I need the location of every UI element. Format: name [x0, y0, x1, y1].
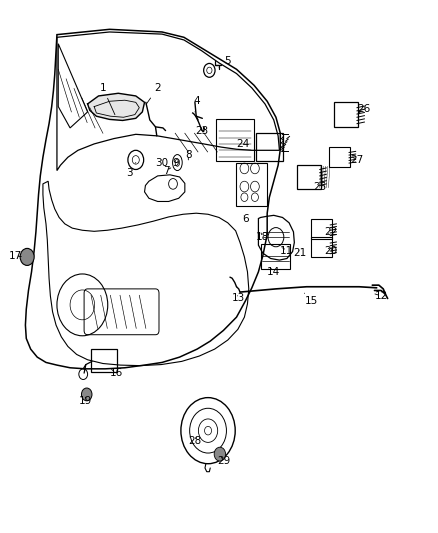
Text: 1: 1 — [99, 83, 115, 115]
Text: 13: 13 — [232, 294, 245, 303]
Text: 2: 2 — [146, 83, 161, 104]
Text: 14: 14 — [267, 267, 280, 277]
Text: 15: 15 — [304, 293, 318, 306]
Text: 21: 21 — [293, 248, 307, 258]
Text: 9: 9 — [172, 158, 179, 167]
Text: 20: 20 — [324, 246, 337, 255]
Text: 26: 26 — [357, 104, 370, 114]
Text: 3: 3 — [126, 163, 136, 178]
Text: 18: 18 — [256, 232, 269, 242]
Circle shape — [20, 248, 34, 265]
Text: 4: 4 — [194, 96, 201, 112]
Text: 22: 22 — [324, 227, 337, 237]
Text: 17: 17 — [9, 251, 22, 261]
Text: 30: 30 — [155, 158, 169, 167]
Circle shape — [81, 388, 92, 401]
Text: 6: 6 — [242, 214, 249, 223]
Text: 16: 16 — [110, 368, 123, 378]
Text: 12: 12 — [374, 291, 388, 301]
Text: 29: 29 — [217, 456, 230, 466]
Text: 25: 25 — [313, 182, 326, 191]
Text: 8: 8 — [185, 150, 192, 160]
Text: 27: 27 — [350, 155, 364, 165]
Text: 28: 28 — [188, 437, 201, 446]
Text: 5: 5 — [219, 56, 231, 68]
Text: 7: 7 — [163, 166, 171, 175]
Polygon shape — [88, 93, 145, 120]
Text: 19: 19 — [79, 396, 92, 406]
Text: 11: 11 — [280, 246, 293, 255]
Text: 23: 23 — [195, 126, 208, 135]
Text: 24: 24 — [237, 139, 250, 149]
Circle shape — [214, 447, 226, 461]
